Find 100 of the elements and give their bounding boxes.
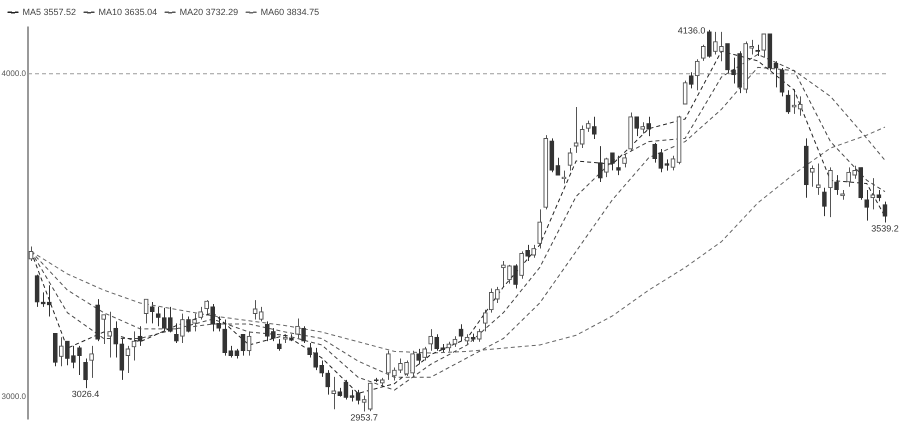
y-tick-label: 4000.0 (2, 69, 27, 78)
candlestick (126, 345, 130, 374)
candlestick (258, 306, 264, 322)
candlestick (198, 306, 203, 320)
candlestick (228, 345, 234, 358)
candlestick (707, 29, 712, 58)
candlestick (864, 190, 870, 222)
candlestick (586, 120, 591, 132)
candlestick (398, 358, 403, 374)
candlestick (58, 336, 64, 367)
candlestick (828, 166, 833, 218)
candlestick (301, 326, 306, 344)
candlestick (634, 116, 639, 137)
candlestick (138, 326, 142, 346)
candlestick (731, 57, 736, 84)
candlestick (307, 342, 312, 358)
candlestick (252, 300, 258, 320)
candlestick (682, 80, 688, 105)
candlestick (458, 324, 464, 342)
candlestick (688, 72, 694, 89)
candlestick (416, 348, 421, 365)
candlestick (513, 264, 518, 289)
candlestick (610, 152, 615, 171)
candlestick (519, 250, 524, 280)
candlestick (344, 379, 348, 400)
candlestick (222, 318, 228, 356)
candlestick (246, 330, 252, 356)
annotation: 3539.2 (871, 224, 899, 234)
candlestick (446, 341, 452, 352)
candlestick (482, 309, 488, 332)
annotation: 2953.7 (350, 412, 378, 423)
candlestick (46, 284, 52, 318)
candlestick (786, 90, 790, 114)
candlestick (670, 155, 676, 171)
candlestick (77, 345, 82, 376)
candlestick (204, 300, 209, 316)
candlestick (664, 158, 670, 172)
candlestick (495, 286, 500, 304)
candlestick (174, 322, 179, 344)
candlestick (186, 316, 191, 333)
candlestick (89, 345, 94, 378)
candlestick (846, 166, 851, 188)
candlestick (882, 201, 888, 224)
candlestick (428, 328, 434, 352)
candlestick (780, 67, 784, 97)
candlestick (156, 306, 161, 327)
legend-label: MA5 3557.52 (22, 6, 76, 17)
candlestick (700, 44, 706, 62)
candlestick (452, 336, 458, 348)
candlestick (83, 358, 88, 389)
candlestick (713, 31, 718, 55)
candlestick (810, 164, 815, 188)
candlestick (380, 377, 385, 388)
candlestick (325, 370, 330, 396)
candlestick (622, 154, 627, 168)
candlestick (422, 346, 428, 361)
candlestick (694, 58, 700, 91)
candlestick (107, 311, 112, 358)
candlestick (762, 33, 766, 58)
candlestick (798, 96, 803, 116)
candlestick (488, 288, 494, 314)
candlestick (852, 165, 858, 180)
y-tick-label: 3000.0 (2, 392, 27, 401)
legend-label: MA60 3834.75 (260, 6, 320, 17)
legend-label: MA10 3635.04 (98, 6, 158, 17)
candlestick (616, 155, 621, 176)
candlestick (234, 348, 240, 360)
candlestick (501, 260, 506, 288)
candlestick (464, 334, 470, 344)
candlestick (507, 264, 512, 284)
candlestick (658, 148, 664, 173)
annotation: 3026.4 (72, 389, 100, 400)
candlestick (101, 314, 106, 344)
candlestick (65, 340, 70, 366)
candlestick (574, 106, 578, 154)
candlestick (132, 330, 136, 361)
candlestick (580, 124, 584, 149)
candlestick (295, 318, 300, 339)
candlestick (646, 116, 652, 137)
candlestick (822, 187, 827, 217)
candlestick (525, 244, 530, 262)
candlestick (592, 116, 597, 140)
candlestick (150, 302, 154, 324)
candlestick (277, 338, 282, 352)
candlestick (180, 313, 185, 344)
candlestick (434, 334, 440, 352)
legend-label: MA20 3732.29 (180, 6, 238, 17)
candlestick (556, 157, 560, 176)
candlestick (476, 328, 482, 342)
candlestick (598, 146, 603, 182)
candlestick (113, 320, 118, 358)
candlestick (774, 60, 778, 88)
candlestick (834, 174, 839, 196)
candlestick (240, 334, 246, 356)
candlestick (604, 157, 609, 178)
candlestick (719, 31, 724, 62)
candlestick (40, 292, 46, 308)
candlestick (531, 244, 536, 258)
candlestick (537, 208, 542, 249)
candlestick (652, 142, 658, 164)
